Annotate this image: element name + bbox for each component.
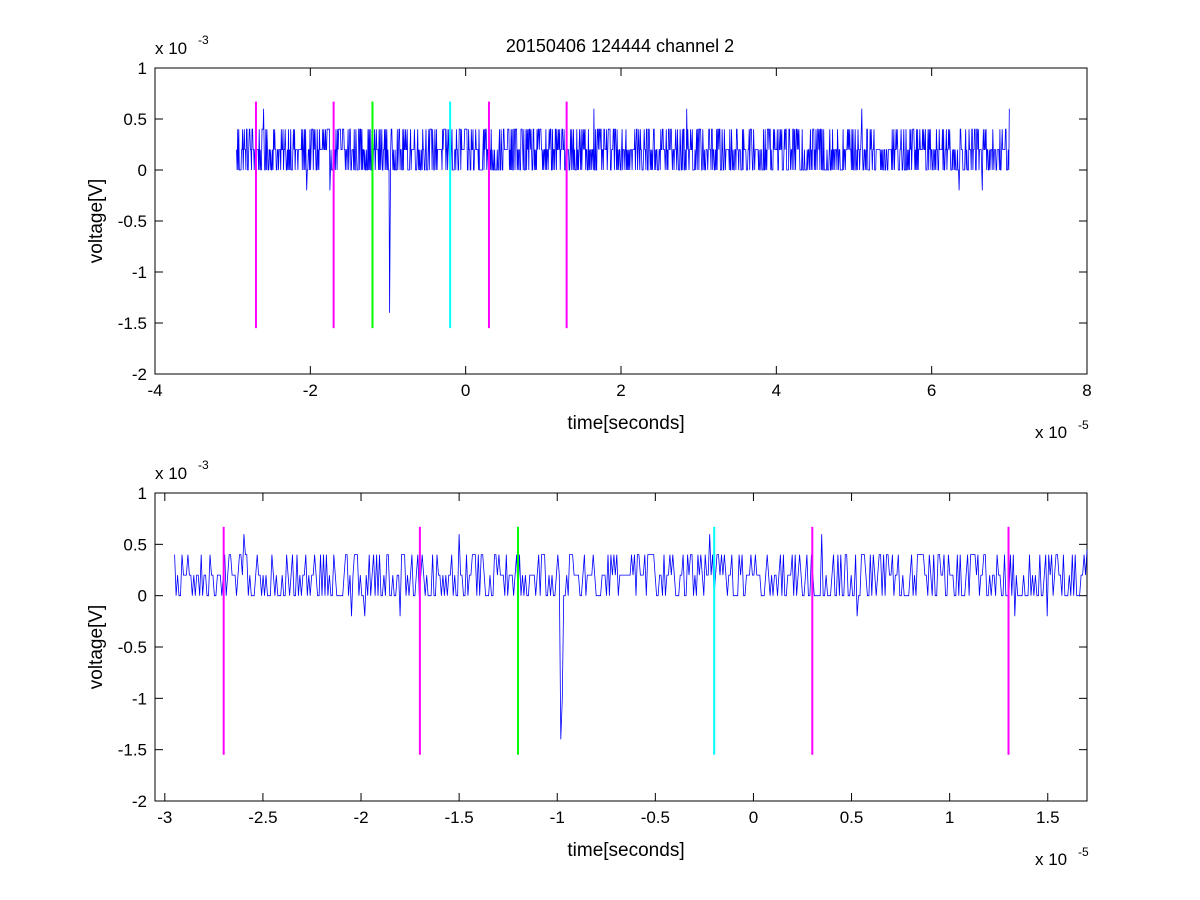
x-exponent-power: -5 bbox=[1078, 845, 1089, 859]
y-tick-label: 0.5 bbox=[123, 110, 147, 129]
y-tick-label: -0.5 bbox=[118, 638, 147, 657]
x-tick-label: -1.5 bbox=[444, 808, 473, 827]
y-tick-label: -0.5 bbox=[118, 212, 147, 231]
axes-box bbox=[154, 67, 1088, 375]
signal-trace bbox=[174, 534, 1088, 740]
y-tick-label: -1.5 bbox=[118, 314, 147, 333]
x-tick-label: -1 bbox=[550, 808, 565, 827]
y-tick-label: 1 bbox=[138, 484, 147, 503]
y-tick-label: 0 bbox=[138, 587, 147, 606]
x-tick-label: 6 bbox=[927, 381, 936, 400]
x-tick-label: 0 bbox=[461, 381, 470, 400]
x-axis-label: time[seconds] bbox=[567, 413, 684, 434]
x-tick-label: -2 bbox=[303, 381, 318, 400]
y-exponent-power: -3 bbox=[198, 33, 209, 47]
x-tick-label: 8 bbox=[1082, 381, 1091, 400]
y-tick-label: -1 bbox=[132, 263, 147, 282]
x-tick-label: -2.5 bbox=[248, 808, 277, 827]
x-tick-label: -2 bbox=[353, 808, 368, 827]
y-exponent-label: x 10 bbox=[155, 464, 187, 483]
y-tick-label: -1 bbox=[132, 689, 147, 708]
y-tick-label: 0 bbox=[138, 161, 147, 180]
x-tick-label: 0 bbox=[749, 808, 758, 827]
x-exponent-label: x 10 bbox=[1035, 423, 1067, 442]
plot-1: -4 -2 0 2 4 6 8-2-1.5-1-0.500.51time[seconds]v… bbox=[86, 33, 1092, 442]
x-exponent-power: -5 bbox=[1078, 418, 1089, 432]
y-axis-label: voltage[V] bbox=[86, 605, 107, 690]
axes-box bbox=[154, 492, 1088, 802]
y-exponent-label: x 10 bbox=[155, 39, 187, 58]
x-tick-label: 2 bbox=[616, 381, 625, 400]
x-tick-label: -4 bbox=[147, 381, 162, 400]
y-tick-label: -2 bbox=[132, 792, 147, 811]
x-tick-label: 0.5 bbox=[840, 808, 864, 827]
y-tick-label: 0.5 bbox=[123, 535, 147, 554]
signal-trace bbox=[236, 108, 1010, 313]
x-tick-label: 1 bbox=[945, 808, 954, 827]
x-tick-label: 4 bbox=[772, 381, 781, 400]
y-tick-label: -2 bbox=[132, 365, 147, 384]
x-tick-label: -0.5 bbox=[641, 808, 670, 827]
figure-title: 20150406 124444 channel 2 bbox=[506, 36, 734, 56]
plot-2: -3 -2.5 -2 -1.5 -1 -0.5 0 0.5 1 1.5 -2 -1.5 -1 -0.5 0 0… bbox=[86, 458, 1089, 869]
x-exponent-label: x 10 bbox=[1035, 850, 1067, 869]
y-tick-label: -1.5 bbox=[118, 741, 147, 760]
y-exponent-power: -3 bbox=[198, 458, 209, 472]
x-tick-label: 1.5 bbox=[1036, 808, 1060, 827]
x-axis-label: time[seconds] bbox=[567, 840, 684, 861]
x-tick-label: -3 bbox=[157, 808, 172, 827]
y-axis-label: voltage[V] bbox=[86, 179, 107, 264]
y-tick-label: 1 bbox=[138, 59, 147, 78]
